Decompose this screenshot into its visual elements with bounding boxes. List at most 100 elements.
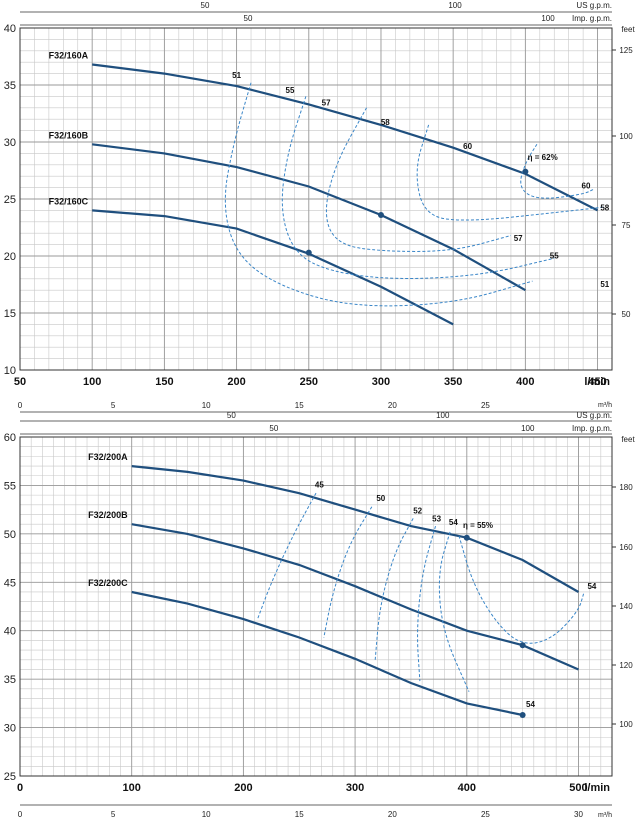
efficiency-label: 45 (315, 480, 324, 489)
x-tick-label: 500 (569, 782, 587, 794)
m3h-bottom-tick: 5 (111, 810, 116, 819)
m3h-bottom-tick: 0 (18, 810, 23, 819)
efficiency-label: 54 (449, 518, 458, 527)
m3h-bottom-label: m³/h (598, 812, 612, 819)
us-gpm-tick: 50 (201, 1, 210, 10)
m3h-bottom-tick: 15 (295, 810, 304, 819)
feet-axis-label: feet (621, 25, 635, 34)
m3h-top-tick: 0 (18, 401, 23, 410)
x-tick-label: 150 (155, 376, 173, 388)
y-tick-label: 45 (4, 577, 16, 589)
series-label: F32/160A (49, 50, 89, 60)
series-label: F32/200B (88, 510, 128, 520)
m3h-top-tick: 10 (202, 401, 211, 410)
us-gpm-label: US g.p.m. (576, 411, 612, 420)
plot-frame (19, 27, 613, 371)
feet-tick-label: 50 (622, 310, 631, 319)
series-label: F32/160C (49, 196, 89, 206)
efficiency-label: 57 (514, 234, 523, 243)
efficiency-iso-line (438, 531, 470, 692)
series-line (92, 209, 454, 326)
series-line (131, 465, 580, 593)
efficiency-label: 55 (286, 86, 295, 95)
x-tick-label: 450 (588, 376, 606, 388)
y-tick-label: 35 (4, 674, 16, 686)
m3h-top-label: m³/h (598, 402, 612, 409)
efficiency-iso-line (224, 82, 533, 307)
y-tick-label: 30 (4, 723, 16, 735)
x-axis-label: l/min (584, 782, 610, 794)
us-gpm-tick: 100 (448, 1, 462, 10)
feet-tick-label: 100 (619, 720, 633, 729)
m3h-bottom-tick: 25 (481, 810, 490, 819)
m3h-top-tick: 20 (388, 401, 397, 410)
efficiency-label: 51 (600, 280, 609, 289)
efficiency-label: 60 (582, 182, 591, 191)
duty-point-marker (305, 249, 312, 256)
chart-1: 10 15 20 25 30 35 40 50 100 150 200 250 300 350 400 450… (4, 1, 636, 388)
y-tick-label: 60 (4, 432, 16, 444)
imp-gpm-label: Imp. g.p.m. (572, 424, 612, 433)
imp-gpm-tick: 100 (541, 14, 555, 23)
x-tick-label: 50 (14, 376, 26, 388)
efficiency-label: 58 (600, 203, 609, 212)
x-tick-label: 250 (300, 376, 318, 388)
efficiency-iso-line (374, 518, 414, 660)
feet-axis-label: feet (621, 435, 635, 444)
y-tick-label: 40 (4, 626, 16, 638)
efficiency-label: 53 (432, 514, 441, 523)
y-tick-label: 35 (4, 80, 16, 92)
duty-point-marker (522, 168, 529, 175)
efficiency-iso-line (416, 124, 605, 221)
feet-tick-label: 180 (619, 483, 633, 492)
efficiency-label: 55 (550, 251, 559, 260)
duty-point-marker (519, 642, 526, 649)
efficiency-label: η = 55% (463, 521, 493, 530)
feet-tick-label: 160 (619, 543, 633, 552)
y-tick-label: 10 (4, 365, 16, 377)
series-line (131, 523, 579, 671)
x-tick-label: 400 (458, 782, 476, 794)
x-tick-label: 200 (227, 376, 245, 388)
m3h-top-tick: 5 (111, 401, 116, 410)
x-tick-label: 300 (346, 782, 364, 794)
y-tick-label: 50 (4, 529, 16, 541)
y-tick-label: 25 (4, 771, 16, 783)
series-label: F32/200A (88, 452, 128, 462)
y-tick-label: 55 (4, 480, 16, 492)
feet-tick-label: 100 (619, 132, 633, 141)
x-axis-label: l/min (584, 376, 610, 388)
imp-gpm-tick: 50 (244, 14, 253, 23)
x-tick-label: 350 (444, 376, 462, 388)
efficiency-iso-line (281, 96, 555, 279)
imp-gpm-tick: 100 (521, 424, 535, 433)
efficiency-iso-line (417, 525, 436, 682)
series-line (131, 590, 523, 717)
efficiency-label: 54 (526, 700, 535, 709)
y-tick-label: 30 (4, 137, 16, 149)
series-line (92, 63, 599, 212)
efficiency-iso-line (323, 506, 373, 638)
efficiency-iso-line (325, 107, 512, 252)
feet-tick-label: 125 (619, 46, 633, 55)
imp-gpm-tick: 50 (269, 424, 278, 433)
efficiency-iso-line (520, 144, 595, 199)
efficiency-label: 60 (463, 142, 472, 151)
feet-tick-label: 140 (619, 602, 633, 611)
m3h-bottom-tick: 10 (202, 810, 211, 819)
y-tick-label: 25 (4, 194, 16, 206)
m3h-bottom-tick: 20 (388, 810, 397, 819)
y-tick-label: 15 (4, 308, 16, 320)
efficiency-label: 57 (322, 99, 331, 108)
us-gpm-tick: 100 (436, 411, 450, 420)
duty-point-marker (519, 711, 526, 718)
m3h-top-tick: 15 (295, 401, 304, 410)
us-gpm-tick: 50 (227, 411, 236, 420)
efficiency-label: 54 (587, 582, 596, 591)
us-gpm-label: US g.p.m. (576, 1, 612, 10)
efficiency-iso-line (458, 535, 585, 644)
x-tick-label: 400 (516, 376, 534, 388)
efficiency-iso-line (257, 492, 317, 619)
m3h-top-tick: 25 (481, 401, 490, 410)
